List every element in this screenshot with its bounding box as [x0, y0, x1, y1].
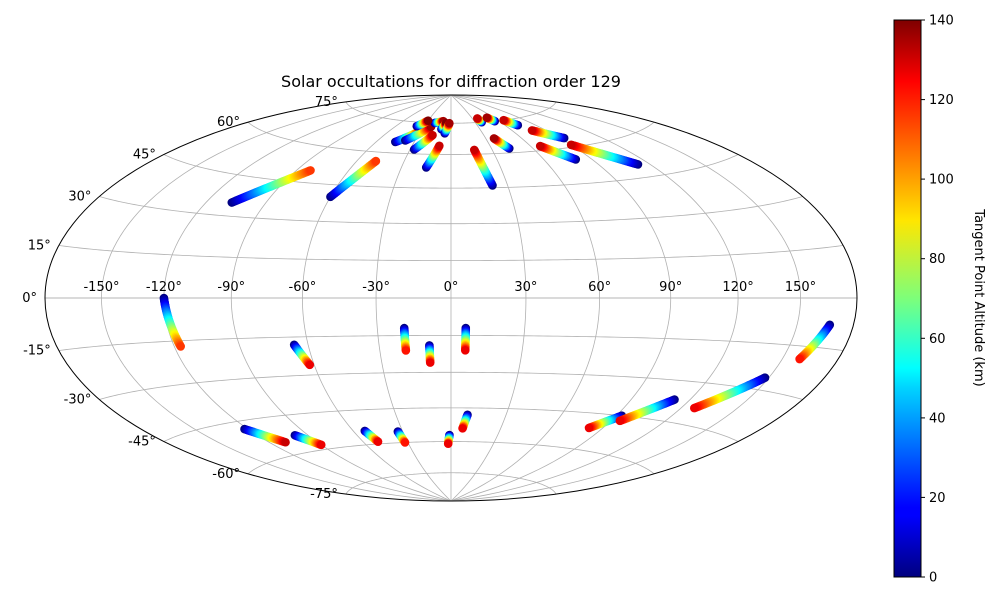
longitude-tick-label: 90° [659, 280, 682, 295]
occultation-point [535, 141, 545, 151]
colorbar-tick-label: 40 [929, 411, 946, 426]
longitude-tick-label: -30° [362, 280, 390, 295]
occultation-point [435, 141, 444, 151]
occultation-point [473, 114, 482, 123]
occultation-point [305, 360, 315, 370]
occultation-point [527, 126, 537, 135]
occultation-point [425, 358, 435, 367]
colorbar-tick-label: 60 [929, 332, 946, 347]
occultation-point [316, 440, 326, 450]
occultation-point [615, 416, 625, 426]
chart-title: Solar occultations for diffraction order… [281, 72, 621, 91]
latitude-tick-label: 75° [315, 95, 338, 110]
occultation-point [428, 130, 437, 140]
latitude-tick-label: -30° [64, 393, 92, 408]
occultation-point [566, 140, 576, 150]
longitude-tick-label: -60° [289, 280, 317, 295]
latitude-tick-label: 30° [68, 190, 91, 205]
latitude-tick-label: -75° [310, 487, 338, 502]
longitude-tick-label: -120° [146, 280, 182, 295]
latitude-tick-labels: -75° -60° -45° -30° -15° 0° 15° 30° 45° 60° 75° [22, 95, 338, 502]
latitude-tick-label: 0° [22, 291, 37, 306]
occultation-point [460, 346, 470, 355]
longitude-tick-label: 0° [444, 280, 459, 295]
map-boundary [44, 94, 858, 502]
colorbar-tick-label: 80 [929, 252, 946, 267]
occultation-point [400, 438, 410, 447]
latitude-tick-label: 45° [133, 148, 156, 163]
colorbar-tick-label: 120 [929, 93, 954, 108]
meridian-gridline [450, 95, 739, 501]
colorbar-label: Tangent Point Altitude (km) [971, 208, 986, 386]
colorbar-tick-label: 140 [929, 14, 954, 29]
meridian-gridline [450, 95, 801, 501]
latitude-tick-label: 60° [217, 115, 240, 130]
colorbar [893, 19, 922, 578]
occultation-point [423, 116, 433, 125]
occultation-point [445, 118, 454, 128]
occultation-point [281, 437, 290, 447]
meridian-gridline [230, 95, 452, 501]
meridian-gridline [450, 95, 601, 501]
longitude-tick-label: -90° [217, 280, 245, 295]
occultation-point [584, 423, 594, 433]
longitude-tick-labels: -150° -120° -90° -60° -30° 0° 30° 60° 90° 120° 150… [83, 280, 816, 295]
longitude-tick-label: 60° [588, 280, 611, 295]
longitude-tick-label: 120° [722, 280, 753, 295]
longitude-tick-label: -150° [83, 280, 119, 295]
occultation-point [371, 156, 381, 166]
latitude-tick-label: -45° [128, 435, 156, 450]
longitude-tick-label: 150° [785, 280, 816, 295]
colorbar-ticks: 0 20 40 60 80 100 120 140 [921, 14, 954, 586]
latitude-tick-label: -60° [212, 467, 240, 482]
meridian-gridline [450, 95, 527, 501]
occultation-point [443, 439, 453, 449]
colorbar-tick-label: 20 [929, 491, 946, 506]
colorbar-tick-label: 0 [929, 571, 937, 586]
occultation-point [482, 113, 492, 122]
occultation-point [373, 437, 383, 446]
data-points [159, 113, 835, 450]
latitude-tick-label: -15° [23, 344, 51, 359]
meridian-gridline [301, 95, 452, 501]
occultation-point [458, 424, 467, 433]
meridian-gridline [101, 95, 452, 501]
occultation-point [469, 145, 479, 155]
occultation-point [401, 346, 411, 355]
occultation-point [176, 342, 185, 351]
occultation-point [795, 354, 804, 364]
occultation-point [690, 403, 699, 413]
latitude-tick-label: 15° [28, 239, 51, 254]
longitude-tick-label: 30° [514, 280, 537, 295]
occultation-point [489, 134, 499, 143]
occultation-point [499, 115, 508, 125]
colorbar-tick-label: 100 [929, 173, 954, 188]
occultation-point [306, 166, 315, 175]
